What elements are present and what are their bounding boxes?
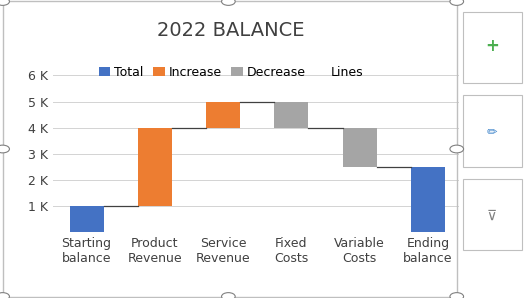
Legend: Total, Increase, Decrease, Lines: Total, Increase, Decrease, Lines: [99, 66, 363, 79]
Text: ⊽: ⊽: [487, 209, 497, 223]
FancyBboxPatch shape: [463, 12, 522, 83]
Text: ✏: ✏: [487, 126, 498, 139]
Bar: [274, 102, 309, 128]
Bar: [206, 102, 240, 128]
Text: +: +: [485, 37, 499, 55]
Bar: [411, 167, 445, 232]
Bar: [69, 206, 104, 232]
Text: 2022 BALANCE: 2022 BALANCE: [158, 21, 304, 40]
Bar: [138, 128, 172, 206]
FancyBboxPatch shape: [463, 95, 522, 167]
FancyBboxPatch shape: [463, 179, 522, 250]
Bar: [342, 128, 377, 167]
